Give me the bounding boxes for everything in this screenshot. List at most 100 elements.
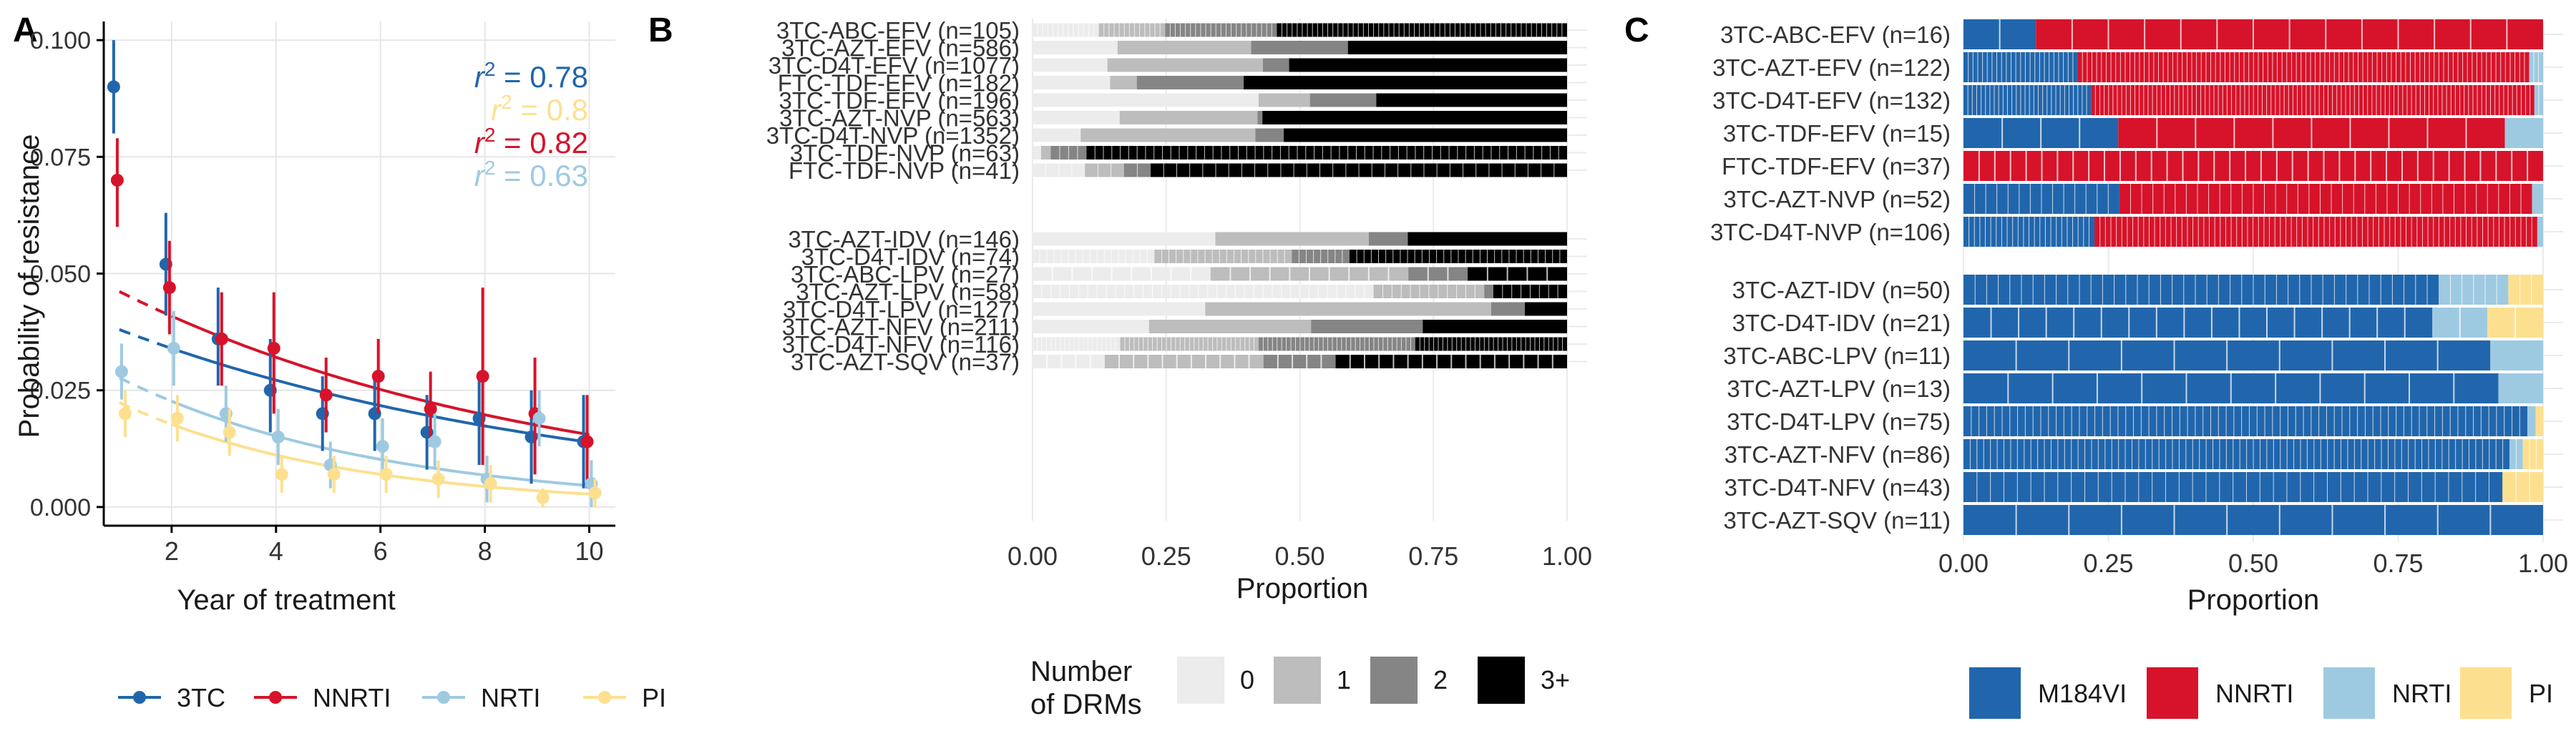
b-category-label: 3TC-D4T-EFV (n=1077)	[769, 52, 1020, 79]
panel-b-legend-swatch-2	[1370, 657, 1418, 704]
c-category-label: 3TC-ABC-EFV (n=16)	[1720, 21, 1951, 48]
b-bar-2	[1263, 355, 1336, 368]
r2-annotation-nrti: r2 = 0.63	[474, 157, 588, 192]
c-bar-pi	[2522, 439, 2543, 469]
data-point-pi	[327, 468, 341, 481]
c-category-label: 3TC-D4T-IDV (n=21)	[1732, 310, 1951, 336]
data-point-nnrti	[580, 435, 594, 448]
c-bar-nnrti	[2077, 52, 2529, 82]
b-bar-1	[1154, 250, 1292, 263]
c-bar-nnrti	[2091, 85, 2534, 115]
b-bar-2	[1257, 111, 1263, 124]
b-bar-1	[1110, 76, 1137, 89]
b-bar-0	[1033, 302, 1206, 316]
data-point-nrti	[532, 411, 546, 425]
c-bar-nnrti	[1963, 151, 2543, 181]
c-bar-m184vi	[1963, 275, 2439, 305]
b-category-label: 3TC-D4T-NFV (n=116)	[782, 331, 1020, 358]
b-bar-3plus	[1376, 93, 1567, 107]
b-bar-1	[1215, 232, 1369, 246]
panel-b-legend-swatch-1	[1274, 657, 1321, 704]
b-bar-2	[1408, 267, 1468, 281]
b-bar-3plus	[1289, 58, 1567, 72]
b-bar-3plus	[1262, 111, 1567, 124]
data-point-pi	[223, 426, 236, 439]
b-bar-0	[1033, 23, 1099, 37]
r2-annotation-nnrti: r2 = 0.82	[474, 124, 588, 159]
panel-b-legend-label: 1	[1337, 665, 1351, 694]
c-bar-pi	[2535, 406, 2543, 436]
b-bar-0	[1033, 250, 1155, 263]
panel-a: A 0.000 0.025 0.050 0.075 0.100 2 4 6 8 10 r2 = 0…	[13, 11, 666, 712]
r2-annotation-pi: r2 = 0.8	[491, 91, 588, 127]
panel-c-legend-label: NNRTI	[2215, 679, 2293, 708]
b-bar-0	[1033, 337, 1121, 351]
b-bar-3plus	[1347, 41, 1567, 54]
data-point-pi	[588, 486, 602, 500]
panel-b-legend-title-line1: Number	[1030, 656, 1132, 687]
data-point-nrti	[428, 435, 441, 448]
c-bar-m184vi	[1963, 439, 2510, 469]
b-category-label: 3TC-ABC-EFV (n=105)	[776, 17, 1020, 44]
c-bar-nrti	[2532, 184, 2543, 214]
panel-c-legend-swatch-nnrti	[2147, 667, 2198, 719]
data-point-pi	[170, 411, 184, 425]
b-bar-2	[1368, 232, 1408, 246]
panel-b-category-labels: 3TC-ABC-EFV (n=105)3TC-AZT-EFV (n=586)3T…	[766, 17, 1020, 376]
b-bar-3plus	[1423, 320, 1567, 333]
b-bar-0	[1033, 285, 1374, 298]
c-category-label: 3TC-D4T-NFV (n=43)	[1724, 474, 1951, 501]
b-bar-3plus	[1277, 23, 1567, 37]
panel-b-x-tick-labels: 0.00 0.25 0.50 0.75 1.00	[1008, 541, 1592, 571]
b-bar-1	[1258, 93, 1310, 107]
b-x-tick-label: 0.75	[1408, 541, 1458, 571]
c-category-label: 3TC-D4T-LPV (n=75)	[1727, 408, 1951, 435]
b-bar-3plus	[1524, 302, 1567, 316]
data-point-pi	[536, 491, 550, 504]
panel-b-legend-swatch-0	[1177, 657, 1224, 704]
c-category-label: 3TC-AZT-EFV (n=122)	[1712, 54, 1951, 81]
panel-a-axes: 0.000 0.025 0.050 0.075 0.100 2 4 6 8 10	[30, 21, 615, 566]
b-bar-2	[1311, 320, 1423, 333]
panel-b-legend-label: 0	[1240, 665, 1254, 694]
c-category-label: 3TC-AZT-NVP (n=52)	[1723, 186, 1951, 212]
panel-c-bars	[1963, 19, 2543, 535]
panel-b-legend-swatch-3	[1478, 657, 1525, 704]
panel-c: C 3TC-ABC-EFV (n=16)3TC-AZT-EFV (n=122)3…	[1624, 11, 2568, 719]
panel-c-legend-swatch-m184vi	[1969, 667, 2021, 719]
data-point-nrti	[114, 365, 128, 378]
panel-c-legend: M184VI NNRTI NRTI PI	[1969, 667, 2553, 719]
b-category-label: 3TC-D4T-LPV (n=127)	[783, 296, 1020, 323]
panel-c-category-labels: 3TC-ABC-EFV (n=16) 3TC-AZT-EFV (n=122) 3TC…	[1710, 21, 1951, 534]
b-bar-3plus	[1468, 267, 1567, 281]
data-point-nnrti	[162, 281, 176, 295]
c-category-label: 3TC-D4T-NVP (n=106)	[1710, 219, 1951, 245]
c-x-tick-label: 0.50	[2228, 549, 2278, 578]
b-bar-1	[1107, 58, 1263, 72]
panel-c-legend-swatch-pi	[2460, 667, 2512, 719]
panel-c-legend-label: PI	[2529, 679, 2553, 708]
b-bar-0	[1033, 128, 1081, 142]
b-bar-3plus	[1415, 337, 1567, 351]
panel-c-legend-swatch-nrti	[2323, 667, 2375, 719]
b-bar-3plus	[1086, 146, 1567, 159]
c-bar-nrti	[2527, 406, 2536, 436]
b-category-label: 3TC-TDF-EFV (n=196)	[779, 87, 1020, 114]
panel-a-legend: 3TC NNRTI NRTI PI	[118, 683, 666, 712]
c-category-label: 3TC-AZT-NFV (n=86)	[1724, 441, 1951, 468]
b-bar-2	[1136, 76, 1244, 89]
b-bar-0	[1033, 355, 1105, 368]
b-category-label: 3TC-TDF-NVP (n=63)	[790, 140, 1020, 167]
b-bar-1	[1148, 320, 1312, 333]
b-bar-0	[1033, 232, 1216, 246]
r2-annotation-3tc: r2 = 0.78	[474, 58, 588, 94]
legend-label-nrti: NRTI	[481, 683, 540, 712]
data-point-nnrti	[215, 332, 228, 345]
b-category-label: 3TC-AZT-NFV (n=211)	[782, 314, 1020, 340]
panel-b-legend-label: 3+	[1541, 665, 1570, 694]
c-bar-nrti	[2504, 118, 2543, 148]
b-bar-1	[1085, 163, 1124, 177]
panel-a-x-tick-label: 8	[478, 536, 492, 566]
